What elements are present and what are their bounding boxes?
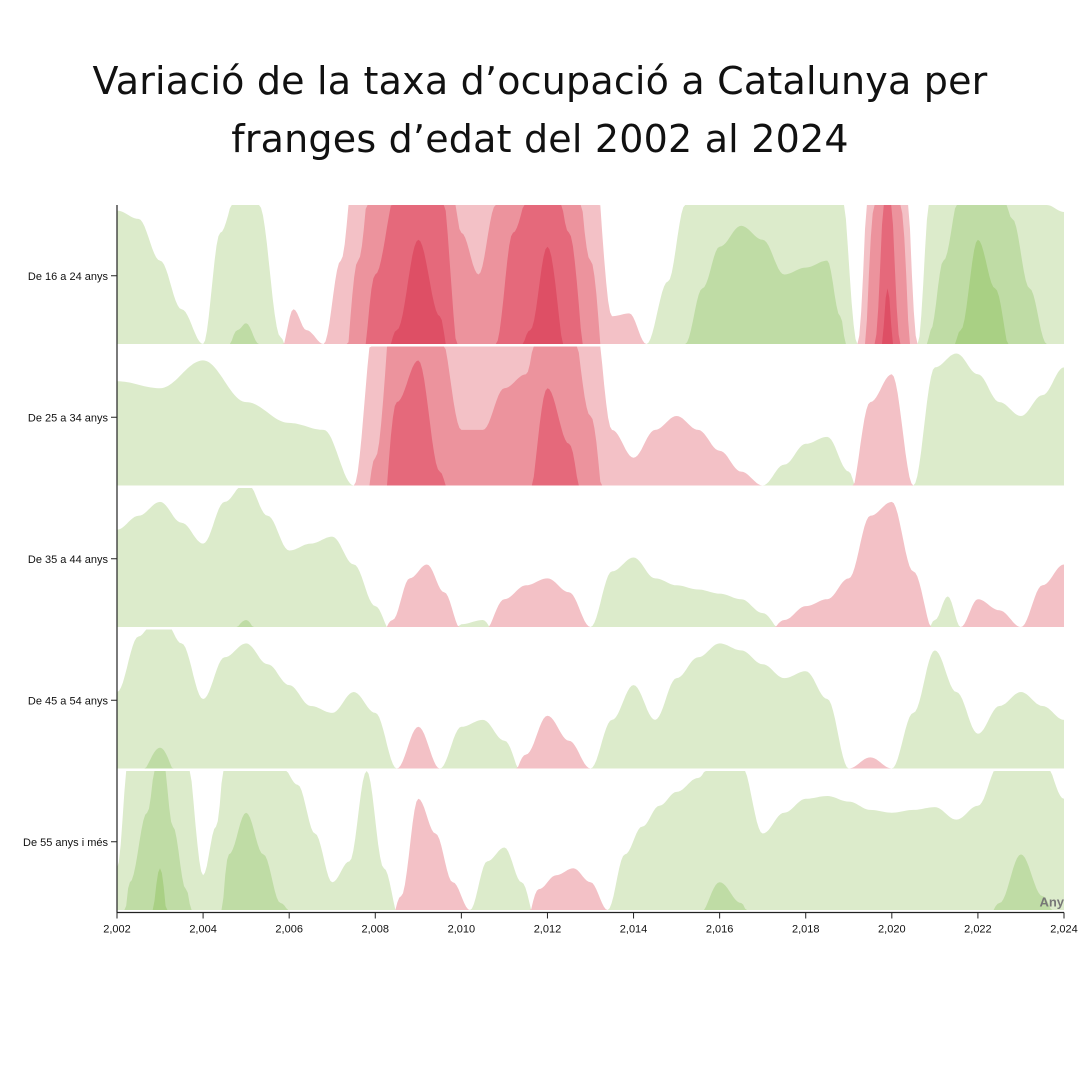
chart-title-line-2: franges d’edat del 2002 al 2024 [231,117,849,161]
horizon-row-4 [117,629,1064,769]
x-tick-label-2006: 2,006 [275,924,303,936]
x-tick-label-2010: 2,010 [448,924,476,936]
x-tick-label-2016: 2,016 [706,924,734,936]
positive-band-3-row-1 [117,239,1064,344]
series-label-row-2: De 25 a 34 anys [28,412,109,424]
x-tick-label-2008: 2,008 [362,924,390,936]
positive-band-1-row-3 [117,488,1064,627]
x-axis-title: Any [1039,895,1064,910]
horizon-bands-row-4 [117,629,1064,769]
positive-band-1-row-5 [117,771,1064,910]
horizon-row-2 [117,346,1064,486]
x-tick-label-2022: 2,022 [964,924,992,936]
series-label-row-3: De 35 a 44 anys [28,554,109,566]
negative-band-1-row-5 [117,798,1064,910]
x-tick-label-2012: 2,012 [534,924,562,936]
series-label-row-5: De 55 anys i més [23,837,108,849]
horizon-row-1 [117,205,1064,344]
series-label-row-4: De 45 a 54 anys [28,695,109,707]
x-tick-label-2024: 2,024 [1050,924,1078,936]
x-tick-label-2014: 2,014 [620,924,648,936]
chart-title: Variació de la taxa d’ocupació a Catalun… [40,52,1040,168]
negative-band-2-row-2 [117,346,1064,486]
horizon-bands-row-5 [117,771,1064,910]
series-label-row-1: De 16 a 24 anys [28,271,109,283]
x-tick-label-2018: 2,018 [792,924,820,936]
negative-band-2-row-1 [117,205,1064,344]
positive-band-1-row-2 [117,353,1064,486]
horizon-bands-row-3 [117,488,1064,627]
positive-band-2-row-1 [117,205,1064,344]
horizon-row-5 [117,771,1064,910]
chart-title-line-1: Variació de la taxa d’ocupació a Catalun… [92,59,988,103]
horizon-row-3 [117,488,1064,627]
x-tick-label-2004: 2,004 [189,924,217,936]
horizon-bands-row-1 [117,205,1064,344]
negative-band-1-row-3 [117,501,1064,627]
horizon-bands-row-2 [117,346,1064,486]
x-tick-label-2002: 2,002 [103,924,131,936]
x-tick-label-2020: 2,020 [878,924,906,936]
positive-band-1-row-4 [117,629,1064,769]
